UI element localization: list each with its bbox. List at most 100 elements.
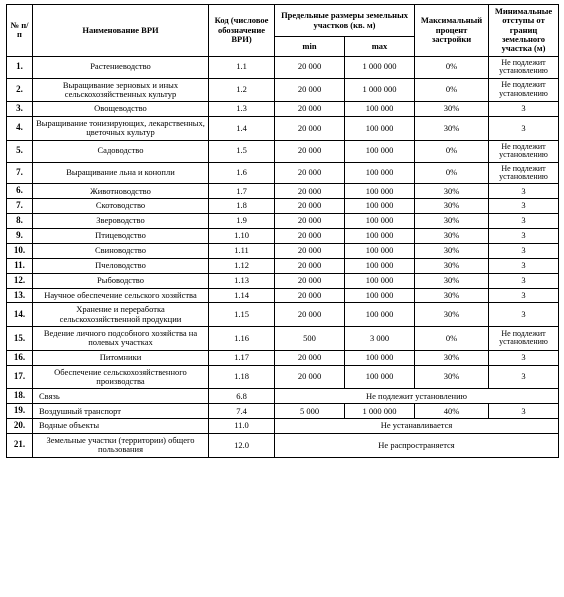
row-number: 15. — [7, 327, 33, 351]
row-min: 20 000 — [275, 365, 345, 389]
header-num: № п/п — [7, 5, 33, 57]
row-percent: 40% — [415, 404, 489, 419]
row-number: 18. — [7, 389, 33, 404]
row-code: 1.13 — [209, 273, 275, 288]
row-min: 20 000 — [275, 140, 345, 162]
table-row: 5.Садоводство1.520 000100 0000%Не подлеж… — [7, 140, 559, 162]
table-row: 2.Выращивание зерновых и иных сельскохоз… — [7, 78, 559, 102]
row-number: 16. — [7, 350, 33, 365]
header-percent: Максимальный процент застройки — [415, 5, 489, 57]
row-name: Обеспечение сельскохозяйственного произв… — [33, 365, 209, 389]
row-max: 100 000 — [345, 303, 415, 327]
table-row: 3.Овощеводство1.320 000100 00030%3 — [7, 102, 559, 117]
row-name: Садоводство — [33, 140, 209, 162]
table-row: 19.Воздушный транспорт7.45 0001 000 0004… — [7, 404, 559, 419]
row-name: Скотоводство — [33, 199, 209, 214]
row-code: 1.1 — [209, 56, 275, 78]
table-row: 4.Выращивание тонизирующих, лекарственны… — [7, 117, 559, 141]
row-name: Выращивание тонизирующих, лекарственных,… — [33, 117, 209, 141]
row-code: 7.4 — [209, 404, 275, 419]
table-row: 20.Водные объекты11.0Не устанавливается — [7, 419, 559, 434]
row-setback: Не подлежит установлению — [489, 140, 559, 162]
row-percent: 30% — [415, 184, 489, 199]
row-min: 20 000 — [275, 56, 345, 78]
row-setback: 3 — [489, 117, 559, 141]
row-name: Питомники — [33, 350, 209, 365]
header-name: Наименование ВРИ — [33, 5, 209, 57]
table-row: 12.Рыбоводство1.1320 000100 00030%3 — [7, 273, 559, 288]
row-number: 8. — [7, 214, 33, 229]
row-percent: 30% — [415, 258, 489, 273]
row-number: 13. — [7, 288, 33, 303]
row-setback: 3 — [489, 184, 559, 199]
row-name: Земельные участки (территории) общего по… — [33, 434, 209, 458]
row-min: 5 000 — [275, 404, 345, 419]
row-setback: 3 — [489, 258, 559, 273]
row-percent: 30% — [415, 102, 489, 117]
table-row: 7.Скотоводство1.820 000100 00030%3 — [7, 199, 559, 214]
row-min: 20 000 — [275, 162, 345, 184]
row-number: 7. — [7, 199, 33, 214]
row-percent: 30% — [415, 199, 489, 214]
table-row: 11.Пчеловодство1.1220 000100 00030%3 — [7, 258, 559, 273]
row-setback: 3 — [489, 229, 559, 244]
row-max: 100 000 — [345, 288, 415, 303]
row-code: 1.15 — [209, 303, 275, 327]
table-body: 1.Растениеводство1.120 0001 000 0000%Не … — [7, 56, 559, 457]
row-setback: Не подлежит установлению — [489, 56, 559, 78]
row-code: 1.14 — [209, 288, 275, 303]
row-code: 1.10 — [209, 229, 275, 244]
table-row: 10.Свиноводство1.1120 000100 00030%3 — [7, 243, 559, 258]
row-name: Ведение личного подсобного хозяйства на … — [33, 327, 209, 351]
row-percent: 0% — [415, 327, 489, 351]
row-min: 20 000 — [275, 102, 345, 117]
row-setback: 3 — [489, 350, 559, 365]
row-setback: 3 — [489, 404, 559, 419]
header-size-group: Предельные размеры земельных участков (к… — [275, 5, 415, 37]
row-name: Рыбоводство — [33, 273, 209, 288]
row-number: 17. — [7, 365, 33, 389]
row-percent: 0% — [415, 78, 489, 102]
row-number: 10. — [7, 243, 33, 258]
table-row: 9.Птицеводство1.1020 000100 00030%3 — [7, 229, 559, 244]
row-max: 1 000 000 — [345, 56, 415, 78]
row-name: Связь — [33, 389, 209, 404]
row-setback: 3 — [489, 214, 559, 229]
row-percent: 30% — [415, 243, 489, 258]
row-number: 7. — [7, 162, 33, 184]
row-setback: 3 — [489, 102, 559, 117]
row-number: 19. — [7, 404, 33, 419]
table-row: 1.Растениеводство1.120 0001 000 0000%Не … — [7, 56, 559, 78]
row-max: 1 000 000 — [345, 78, 415, 102]
row-max: 100 000 — [345, 214, 415, 229]
header-min: min — [275, 37, 345, 57]
row-percent: 30% — [415, 288, 489, 303]
row-min: 20 000 — [275, 184, 345, 199]
row-setback: 3 — [489, 273, 559, 288]
row-min: 20 000 — [275, 229, 345, 244]
row-name: Научное обеспечение сельского хозяйства — [33, 288, 209, 303]
row-number: 20. — [7, 419, 33, 434]
row-min: 20 000 — [275, 117, 345, 141]
row-percent: 0% — [415, 56, 489, 78]
row-number: 3. — [7, 102, 33, 117]
row-code: 1.11 — [209, 243, 275, 258]
row-setback: Не подлежит установлению — [489, 162, 559, 184]
row-code: 12.0 — [209, 434, 275, 458]
row-name: Воздушный транспорт — [33, 404, 209, 419]
table-row: 18.Связь6.8Не подлежит установлению — [7, 389, 559, 404]
row-min: 20 000 — [275, 303, 345, 327]
table-row: 6.Животноводство1.720 000100 00030%3 — [7, 184, 559, 199]
row-min: 20 000 — [275, 273, 345, 288]
table-row: 21.Земельные участки (территории) общего… — [7, 434, 559, 458]
table-header: № п/п Наименование ВРИ Код (числовое обо… — [7, 5, 559, 57]
row-max: 100 000 — [345, 243, 415, 258]
table-row: 15.Ведение личного подсобного хозяйства … — [7, 327, 559, 351]
row-name: Растениеводство — [33, 56, 209, 78]
row-number: 2. — [7, 78, 33, 102]
row-code: 1.17 — [209, 350, 275, 365]
row-number: 6. — [7, 184, 33, 199]
row-code: 1.8 — [209, 199, 275, 214]
row-number: 9. — [7, 229, 33, 244]
row-name: Пчеловодство — [33, 258, 209, 273]
